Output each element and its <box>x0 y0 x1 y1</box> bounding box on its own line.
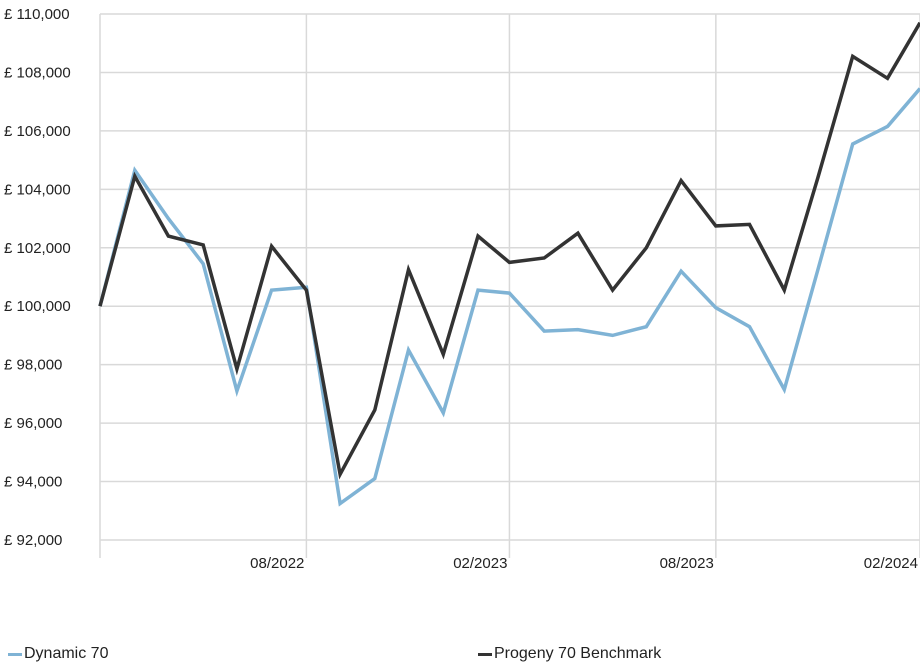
x-tick-label: 08/2023 <box>660 555 714 572</box>
x-axis-labels: 08/2022 02/2023 08/2023 02/2024 <box>250 555 918 572</box>
legend-swatch-dynamic-70 <box>8 652 22 656</box>
grid <box>99 13 920 558</box>
y-tick-label: £ 104,000 <box>4 181 71 198</box>
x-tick-label: 02/2024 <box>864 555 918 572</box>
y-tick-label: £ 92,000 <box>4 532 62 549</box>
y-tick-label: £ 102,000 <box>4 240 71 257</box>
y-tick-label: £ 110,000 <box>4 6 70 23</box>
series-line-progeny-70-benchmark <box>98 21 920 480</box>
legend-item-dynamic-70[interactable]: Dynamic 70 <box>8 645 108 663</box>
y-axis-labels: £ 92,000 £ 94,000 £ 96,000 £ 98,000 £ 100,00… <box>4 6 71 549</box>
legend-label: Dynamic 70 <box>24 645 109 662</box>
x-tick-label: 08/2022 <box>250 555 304 572</box>
y-tick-label: £ 96,000 <box>4 415 62 432</box>
x-tick-label: 02/2023 <box>453 555 507 572</box>
y-tick-label: £ 100,000 <box>4 298 71 315</box>
legend-label: Progeny 70 Benchmark <box>494 645 662 662</box>
y-tick-label: £ 106,000 <box>4 123 71 140</box>
legend-swatch-progeny-70-benchmark <box>478 652 492 656</box>
series-lines <box>98 21 920 507</box>
line-chart: £ 92,000 £ 94,000 £ 96,000 £ 98,000 £ 100,00… <box>4 6 920 572</box>
y-tick-label: £ 108,000 <box>4 64 71 81</box>
y-tick-label: £ 98,000 <box>4 357 62 374</box>
series-line-dynamic-70 <box>98 87 920 507</box>
y-tick-label: £ 94,000 <box>4 474 62 491</box>
legend-item-progeny-70-benchmark[interactable]: Progeny 70 Benchmark <box>478 645 661 663</box>
